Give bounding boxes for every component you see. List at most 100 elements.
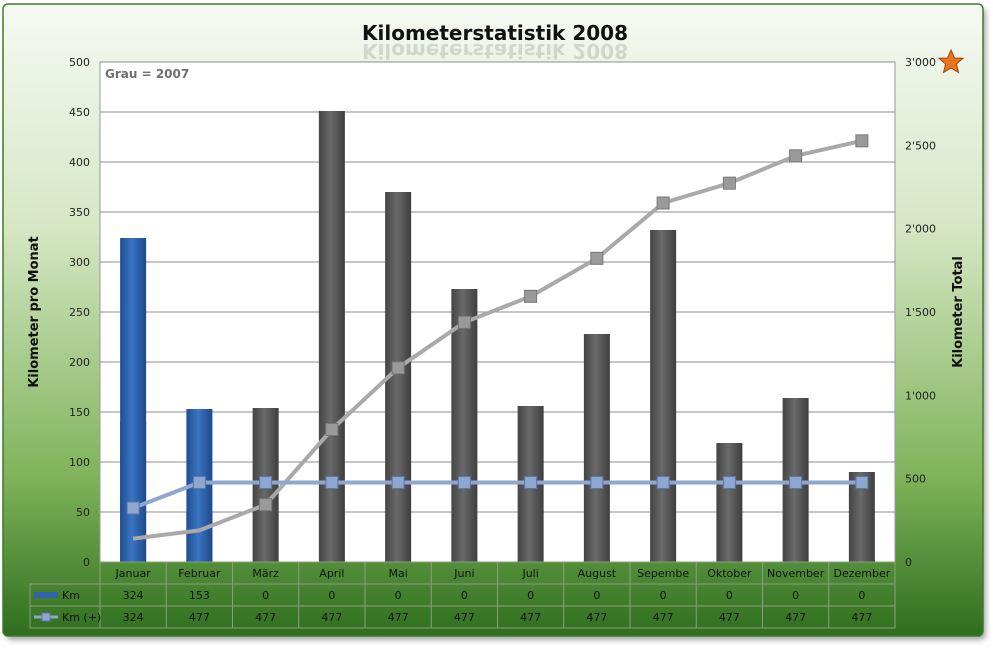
x-tick-label: April: [319, 567, 344, 580]
table-cell: 477: [719, 611, 740, 624]
axes: 0 50 100 150 200 250 300 350 400 450 500 0 500 1'000 1…: [69, 56, 936, 569]
cumulative-2008-point: [325, 476, 339, 489]
y-right-tick-label: 1'000: [905, 389, 936, 402]
cumulative-2008-point: [457, 476, 471, 489]
y-tick-label: 500: [69, 56, 90, 69]
table-cell: 477: [321, 611, 342, 624]
table-row-label: Km: [62, 589, 80, 602]
table-cell: 477: [586, 611, 607, 624]
bar-2007: [583, 334, 610, 562]
y-tick-label: 200: [69, 356, 90, 369]
table-row: [29, 605, 896, 629]
y-tick-label: 250: [69, 306, 90, 319]
cumulative-2007-point: [391, 361, 405, 375]
table-cell: 477: [520, 611, 541, 624]
y-right-tick-label: 2'500: [905, 139, 936, 152]
x-tick-label: Februar: [178, 567, 221, 580]
cumulative-2007-point: [325, 423, 339, 436]
table-cell: 0: [726, 589, 733, 602]
y-tick-label: 100: [69, 456, 90, 469]
bar-2007: [650, 230, 677, 562]
lines: [126, 134, 869, 541]
cumulative-2008-point: [656, 476, 670, 489]
y-tick-label: 350: [69, 206, 90, 219]
table-cell: 477: [785, 611, 806, 624]
annotation-grau: Grau = 2007: [105, 67, 189, 81]
y-tick-label: 400: [69, 156, 90, 169]
table-cell: 0: [527, 589, 534, 602]
data-table: Januar Februar März April Mai Juni Juli August S…: [29, 561, 896, 629]
cumulative-2008-point: [590, 476, 604, 489]
y-tick-label: 450: [69, 106, 90, 119]
y-tick-label: 300: [69, 256, 90, 269]
grid: [100, 61, 895, 513]
y-tick-label: 0: [83, 556, 90, 569]
bar-2007: [451, 289, 478, 562]
table-row-label: Km (+): [62, 611, 101, 624]
x-tick-label: August: [578, 567, 617, 580]
table-cell: 0: [858, 589, 865, 602]
cumulative-2007-point: [722, 176, 736, 190]
table-cell: 153: [189, 589, 210, 602]
cumulative-2008-point: [855, 476, 869, 489]
table-cell: 0: [593, 589, 600, 602]
y-right-tick-label: 500: [905, 473, 926, 486]
chart-title: Kilometerstatistik 2008: [362, 21, 628, 45]
cumulative-2008-line: [132, 480, 862, 510]
cumulative-2008-point: [192, 476, 206, 489]
table-cell: 0: [262, 589, 269, 602]
star-icon: [937, 48, 965, 74]
cumulative-2007-point: [855, 134, 869, 148]
table-cell: 0: [461, 589, 468, 602]
x-tick-label: November: [767, 567, 825, 580]
y-right-tick-label: 1'500: [905, 306, 936, 319]
cumulative-2007-point: [590, 251, 604, 265]
y-right-tick-label: 0: [905, 556, 912, 569]
cumulative-2007-point: [789, 149, 803, 163]
x-tick-label: Juni: [453, 567, 474, 580]
cumulative-2008-point: [259, 476, 273, 489]
table-cell: 324: [123, 589, 144, 602]
cumulative-2007-line: [132, 138, 863, 541]
table-cell: 477: [388, 611, 409, 624]
y-right-tick-label: 2'000: [905, 223, 936, 236]
legend-key-km: [34, 592, 58, 598]
table-cell: 0: [660, 589, 667, 602]
x-tick-label: Sepembe: [637, 567, 689, 580]
cumulative-2007-point: [524, 289, 538, 303]
bar-2007: [318, 111, 345, 562]
y-axis-title-right: Kilometer Total: [951, 256, 966, 368]
cumulative-2008-point: [126, 501, 140, 515]
table-cell: 477: [653, 611, 674, 624]
x-tick-label: Dezember: [833, 567, 890, 580]
y-axis-title-left: Kilometer pro Monat: [27, 236, 42, 388]
x-tick-label: März: [252, 567, 279, 580]
x-tick-label: Oktober: [707, 567, 752, 580]
cumulative-2007-point: [656, 196, 670, 210]
cumulative-2007-point: [457, 315, 471, 329]
x-tick-label: Juli: [521, 567, 538, 580]
table-cell: 477: [189, 611, 210, 624]
cumulative-2008-point: [722, 476, 736, 489]
table-cell: 0: [395, 589, 402, 602]
y-right-tick-label: 3'000: [905, 56, 936, 69]
cumulative-2008-point: [524, 476, 538, 489]
table-cell: 0: [792, 589, 799, 602]
chart-title-reflection: Kilometerstatistik 2008: [362, 39, 628, 63]
table-cell: 0: [328, 589, 335, 602]
x-tick-label: Januar: [115, 567, 152, 580]
cumulative-2008-point: [789, 476, 803, 489]
y-tick-label: 150: [69, 406, 90, 419]
table-cell: 324: [123, 611, 144, 624]
table-cell: 477: [454, 611, 475, 624]
x-tick-label: Mai: [388, 567, 407, 580]
table-cell: 477: [255, 611, 276, 624]
bar-2007: [716, 443, 743, 562]
table-cell: 477: [851, 611, 872, 624]
y-tick-label: 50: [76, 506, 90, 519]
legend-key-km-plus-marker: [41, 612, 51, 622]
cumulative-2007-point: [259, 498, 273, 512]
cumulative-2008-point: [391, 476, 405, 489]
